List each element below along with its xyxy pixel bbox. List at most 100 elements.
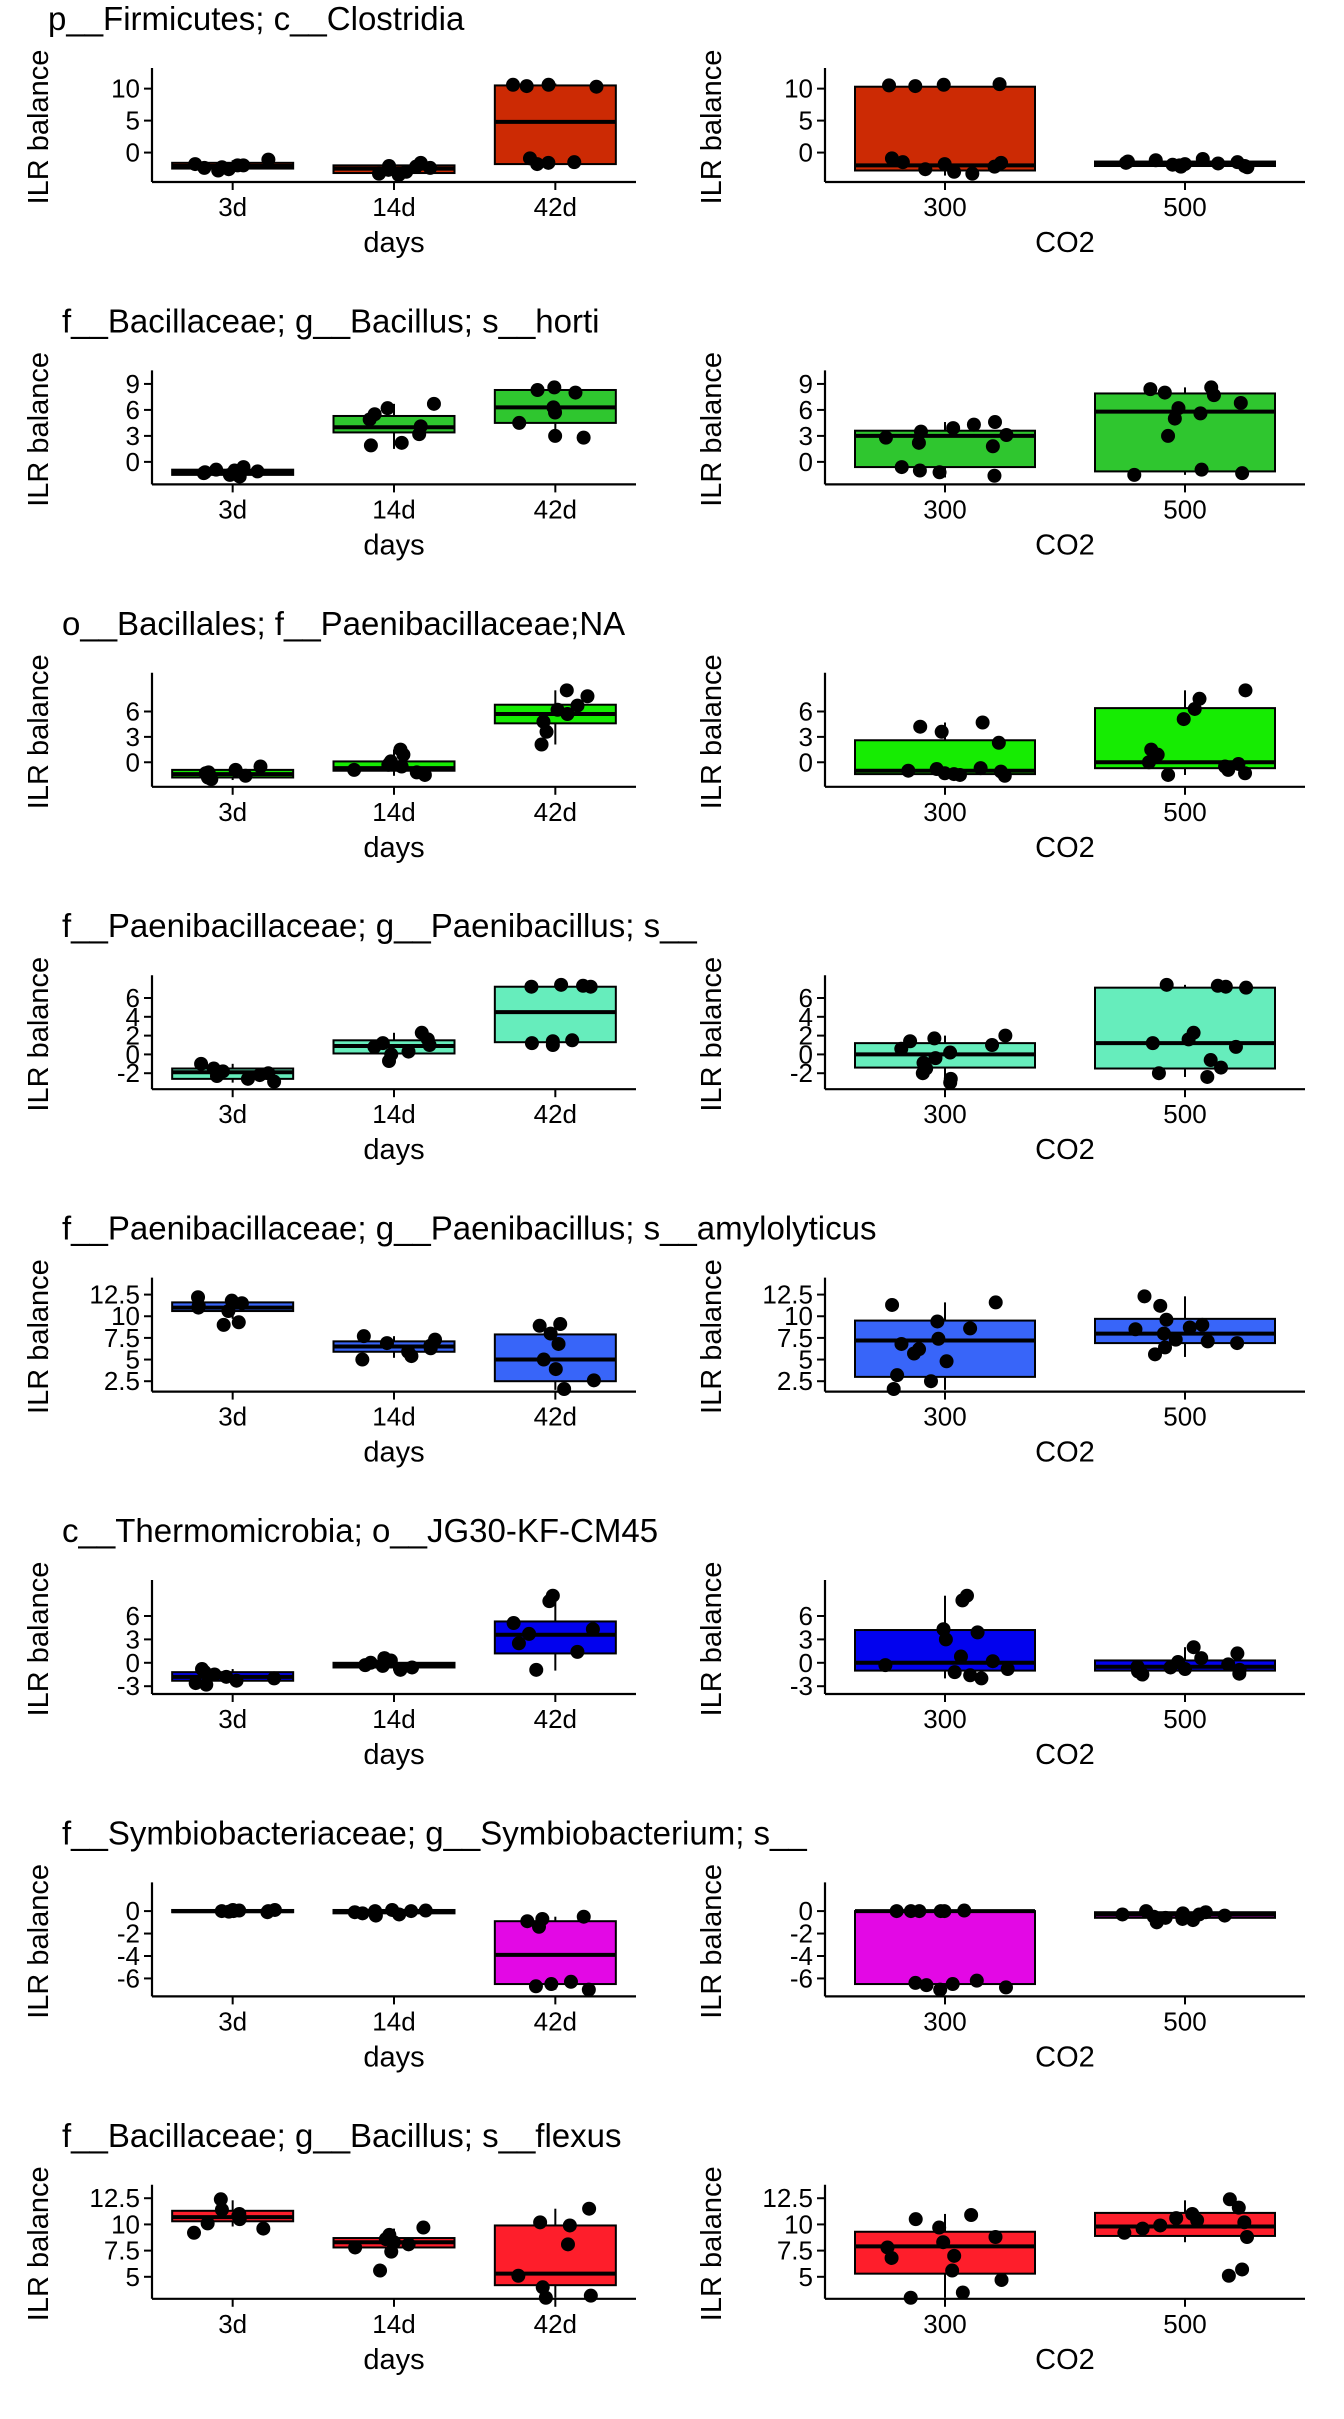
x-axis-title: CO2 xyxy=(1035,2041,1095,2073)
data-point xyxy=(547,380,562,395)
x-tick-label: 14d xyxy=(372,2006,415,2036)
data-point xyxy=(380,401,395,416)
x-tick-label: 14d xyxy=(372,494,415,524)
data-point xyxy=(945,2263,960,2278)
x-tick-label: 42d xyxy=(534,192,577,222)
data-point xyxy=(394,435,409,450)
data-point xyxy=(985,1038,1000,1053)
y-tick-label: 0 xyxy=(799,1896,813,1926)
data-point xyxy=(560,707,575,722)
data-point xyxy=(966,417,981,432)
data-point xyxy=(384,2244,399,2259)
data-point xyxy=(880,2240,895,2255)
data-point xyxy=(1193,406,1208,421)
x-axis-title: days xyxy=(363,227,424,259)
data-point xyxy=(221,1304,236,1319)
data-point xyxy=(545,1034,560,1049)
data-point xyxy=(534,737,549,752)
box-3d xyxy=(171,1056,295,1089)
y-tick-label: -4 xyxy=(790,1941,813,1971)
data-point xyxy=(539,724,554,739)
data-point xyxy=(929,762,944,777)
data-point xyxy=(412,427,427,442)
data-point xyxy=(933,1982,948,1997)
data-point xyxy=(221,162,236,177)
data-point xyxy=(964,2207,979,2222)
data-point xyxy=(506,77,521,92)
data-point xyxy=(889,1904,904,1919)
box-500 xyxy=(1094,1640,1276,1682)
box-500 xyxy=(1094,380,1276,482)
data-point xyxy=(992,77,1007,92)
data-point xyxy=(912,463,927,478)
y-tick-label: 3 xyxy=(799,421,813,451)
data-point xyxy=(1221,762,1236,777)
data-point xyxy=(1127,467,1142,482)
data-point xyxy=(947,1665,962,1680)
panel-4-days: f__Paenibacillaceae; g__Paenibacillus; s… xyxy=(23,907,697,1166)
x-tick-label: 3d xyxy=(218,1402,247,1432)
data-point xyxy=(197,160,212,175)
box-3d xyxy=(171,759,295,787)
data-point xyxy=(238,768,253,783)
data-point xyxy=(985,439,1000,454)
data-point xyxy=(211,163,226,178)
x-axis-title: days xyxy=(363,529,424,561)
x-tick-label: 42d xyxy=(534,797,577,827)
box-body xyxy=(493,84,617,166)
box-42d xyxy=(493,2201,617,2305)
x-tick-label: 500 xyxy=(1163,192,1206,222)
data-point xyxy=(580,689,595,704)
data-point xyxy=(923,1374,938,1389)
data-point xyxy=(1186,1640,1201,1655)
y-tick-label: -6 xyxy=(790,1963,813,1993)
x-axis-title: days xyxy=(363,1134,424,1166)
panel-7-co2: -6-4-20 ILR balance 300 500 CO2 xyxy=(696,1864,1305,2073)
x-tick-label: 3d xyxy=(218,1704,247,1734)
data-point xyxy=(936,77,951,92)
y-tick-label: 2.5 xyxy=(777,1366,813,1396)
data-point xyxy=(511,2268,526,2283)
data-point xyxy=(563,1974,578,1989)
x-axis-title: CO2 xyxy=(1035,832,1095,864)
data-point xyxy=(1176,712,1191,727)
y-tick-label: 3 xyxy=(799,722,813,752)
data-point xyxy=(533,2215,548,2230)
data-point xyxy=(987,468,1002,483)
box-42d xyxy=(493,77,617,172)
data-point xyxy=(582,2201,597,2216)
data-point xyxy=(915,1066,930,1081)
data-point xyxy=(934,724,949,739)
data-point xyxy=(937,157,952,172)
data-point xyxy=(1200,1334,1215,1349)
data-point xyxy=(908,2212,923,2227)
data-point xyxy=(522,1626,537,1641)
data-point xyxy=(988,2229,1003,2244)
y-tick-label: 6 xyxy=(799,1601,813,1631)
data-point xyxy=(565,1033,580,1048)
x-tick-label: 3d xyxy=(218,2309,247,2339)
data-point xyxy=(912,1342,927,1357)
data-point xyxy=(355,1906,370,1921)
y-tick-label: -3 xyxy=(117,1671,140,1701)
data-point xyxy=(1169,2211,1184,2226)
data-point xyxy=(975,715,990,730)
y-tick-label: 0 xyxy=(799,138,813,168)
y-axis-title: ILR balance xyxy=(696,2166,728,2321)
y-tick-label: 5 xyxy=(799,2262,813,2292)
x-tick-label: 42d xyxy=(534,1402,577,1432)
y-tick-label: -2 xyxy=(117,1919,140,1949)
panel-title: c__Thermomicrobia; o__JG30-KF-CM45 xyxy=(62,1512,658,1549)
y-tick-label: 5 xyxy=(126,2262,140,2292)
box-body xyxy=(493,985,617,1044)
y-tick-label: 5 xyxy=(799,1345,813,1375)
data-point xyxy=(559,683,574,698)
data-point xyxy=(1145,1036,1160,1051)
data-point xyxy=(1185,1913,1200,1928)
x-tick-label: 300 xyxy=(923,797,966,827)
data-point xyxy=(557,1382,572,1397)
box-300 xyxy=(854,1295,1036,1397)
data-point xyxy=(988,1295,1003,1310)
data-point xyxy=(209,462,224,477)
